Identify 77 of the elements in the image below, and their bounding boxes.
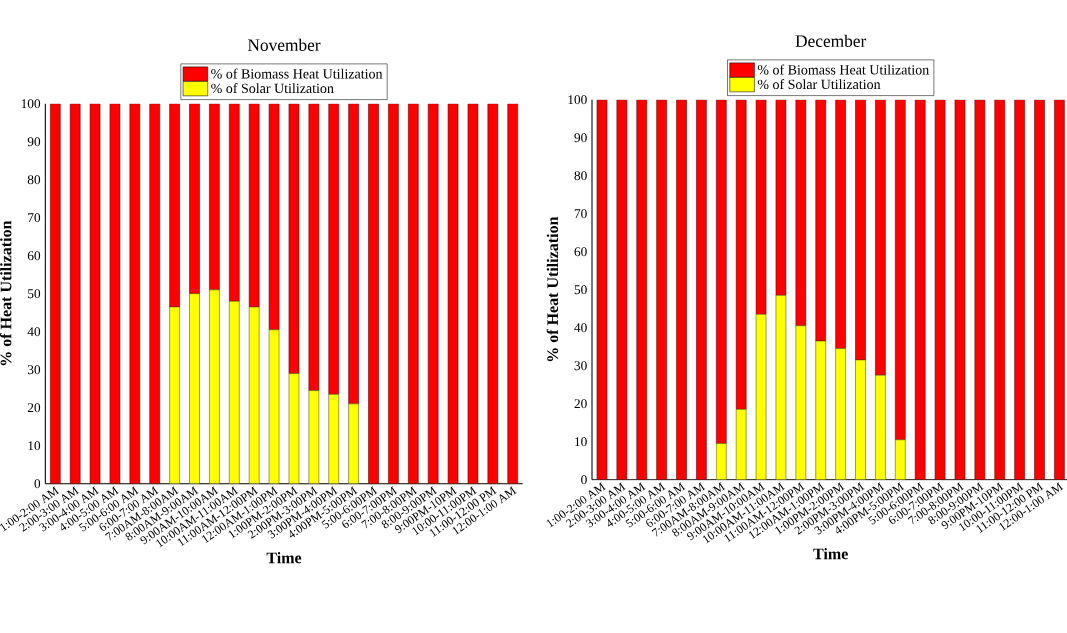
y-tick-label: 80: [574, 171, 587, 181]
bar: [1034, 99, 1045, 480]
chart-title: November: [247, 38, 321, 51]
bar: [855, 99, 866, 361]
bar: [895, 99, 906, 441]
bar: [676, 99, 687, 480]
bar: [835, 99, 846, 349]
bar: [755, 314, 767, 480]
y-tick-label: 90: [574, 133, 587, 143]
bar: [875, 374, 886, 480]
bar: [815, 99, 826, 342]
bar: [50, 103, 61, 484]
bar: [507, 103, 518, 484]
bar: [69, 103, 81, 484]
bar: [328, 103, 339, 395]
x-axis-title: Time: [813, 548, 848, 560]
bar: [735, 99, 747, 410]
legend-label: % of Biomass Heat Utilization: [757, 64, 929, 75]
bar: [487, 103, 499, 484]
x-axis-title: Time: [266, 552, 302, 564]
chart-title: December: [795, 34, 867, 47]
y-tick-label: 0: [34, 479, 41, 489]
y-tick-label: 0: [581, 475, 587, 485]
y-axis-title: % of Heat Utilization: [546, 216, 559, 362]
y-tick-label: 50: [28, 289, 41, 299]
bar: [308, 103, 320, 391]
y-tick-label: 70: [574, 209, 587, 219]
y-tick-label: 90: [27, 137, 41, 147]
y-tick-label: 10: [575, 437, 587, 447]
y-tick-label: 40: [574, 323, 587, 333]
bar: [855, 359, 866, 480]
bar: [1054, 99, 1065, 480]
bar: [696, 99, 707, 480]
legend-label: % of Solar Utilization: [757, 79, 881, 90]
bar: [716, 99, 727, 444]
bar: [129, 103, 141, 484]
y-tick-label: 40: [27, 327, 41, 337]
bar: [795, 99, 807, 327]
bar: [229, 103, 240, 302]
bar: [427, 103, 439, 484]
bar: [974, 99, 986, 480]
bar: [994, 99, 1005, 480]
y-tick-label: 30: [27, 365, 41, 375]
y-tick-label: 100: [21, 99, 41, 109]
bar: [914, 99, 926, 480]
y-tick-label: 20: [574, 399, 587, 409]
bar: [656, 99, 667, 480]
y-axis-title: % of Heat Utilization: [0, 220, 12, 366]
bar: [368, 103, 379, 484]
bar: [616, 99, 628, 480]
bar: [775, 295, 787, 480]
bar: [1014, 99, 1025, 480]
bar: [189, 103, 200, 294]
y-tick-label: 60: [27, 251, 41, 261]
y-tick-label: 80: [27, 175, 41, 185]
bar: [895, 439, 906, 480]
bar: [735, 409, 747, 480]
bar: [716, 443, 727, 480]
bar: [875, 99, 886, 376]
y-tick-label: 50: [574, 285, 587, 295]
bar: [388, 103, 399, 484]
bar: [815, 340, 826, 480]
bar: [348, 103, 359, 405]
bar: [636, 99, 647, 480]
bar: [835, 348, 846, 480]
legend-label: % of Biomass Heat Utilization: [211, 68, 383, 79]
bar: [408, 103, 419, 484]
legend-label: % of Solar Utilization: [211, 83, 334, 94]
bar: [189, 293, 200, 484]
bar: [149, 103, 160, 484]
y-tick-label: 60: [574, 247, 587, 257]
y-tick-label: 100: [568, 95, 587, 105]
y-tick-label: 10: [28, 441, 41, 451]
y-tick-label: 70: [28, 213, 41, 223]
y-tick-label: 30: [574, 361, 587, 371]
y-tick-label: 20: [27, 403, 41, 413]
bar: [795, 325, 807, 480]
